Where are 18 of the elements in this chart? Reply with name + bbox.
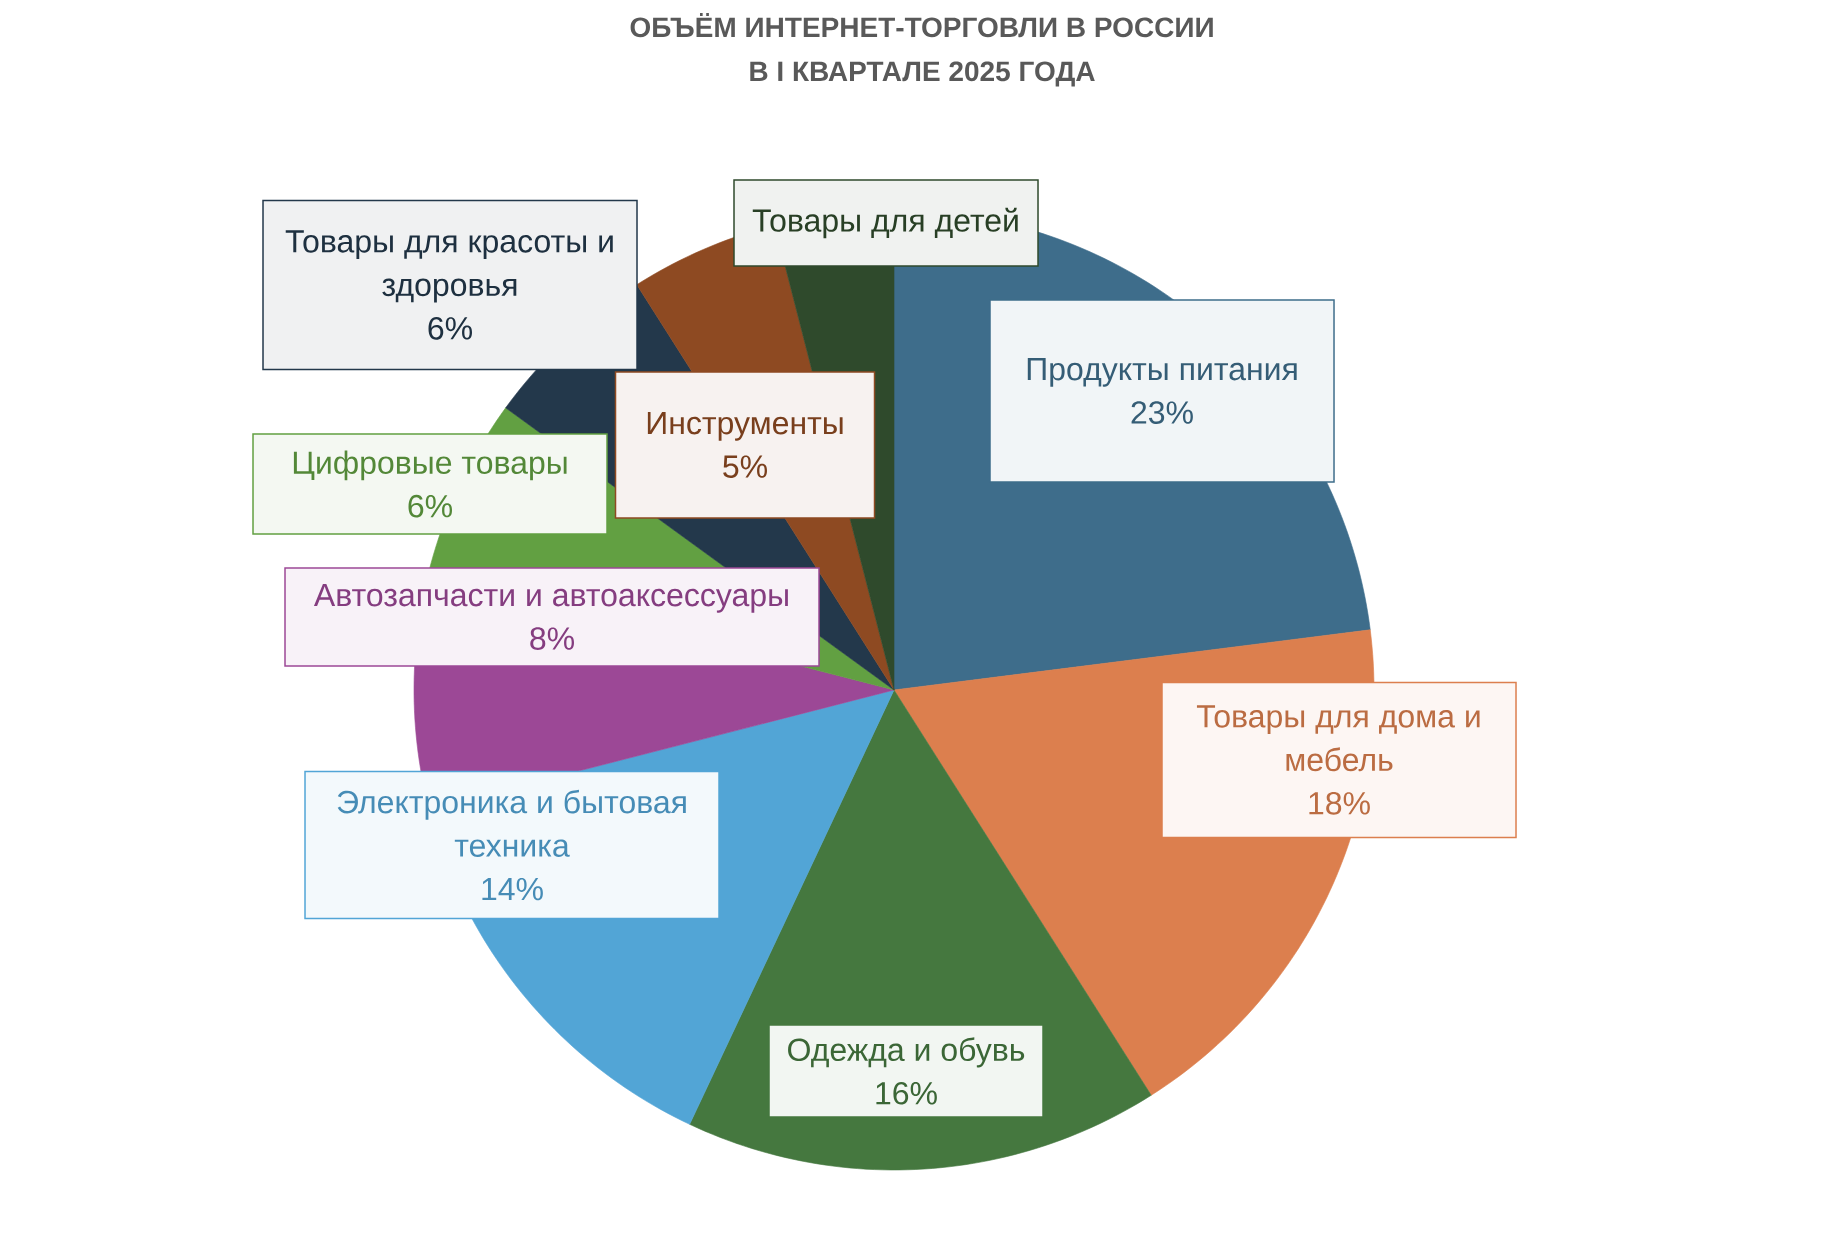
data-label: 16% bbox=[876, 1081, 937, 1105]
slice-label: Одежда и обувь bbox=[788, 1037, 1025, 1068]
slice-label: Автозапчасти и автоаксессуары bbox=[313, 584, 788, 613]
slice-label: Электроника и бытовая техника bbox=[337, 789, 686, 857]
data-label: 5% bbox=[723, 455, 767, 478]
slice-label: Инструменты bbox=[647, 412, 843, 441]
chart-title: ОБЪЁМ ИНТЕРНЕТ-ТОРГОВЛИ В РОССИИ В I КВАРТАЛЕ 2025 ГОДА bbox=[630, 13, 1213, 87]
data-label: 6% bbox=[408, 494, 452, 518]
data-label: 23% bbox=[1131, 401, 1193, 424]
slice-label: Цифровые товары bbox=[293, 450, 567, 481]
slice-label: Товары для дома и мебель bbox=[1196, 705, 1480, 772]
slice-label: Продукты питания bbox=[1027, 358, 1297, 387]
slice-label: Товары для детей bbox=[752, 207, 1018, 239]
data-label: 14% bbox=[482, 877, 543, 901]
data-label: 6% bbox=[428, 317, 472, 340]
data-label: 18% bbox=[1309, 792, 1370, 815]
slice-label: Товары для красоты и здоровья bbox=[285, 230, 613, 303]
data-label: 8% bbox=[530, 627, 574, 650]
